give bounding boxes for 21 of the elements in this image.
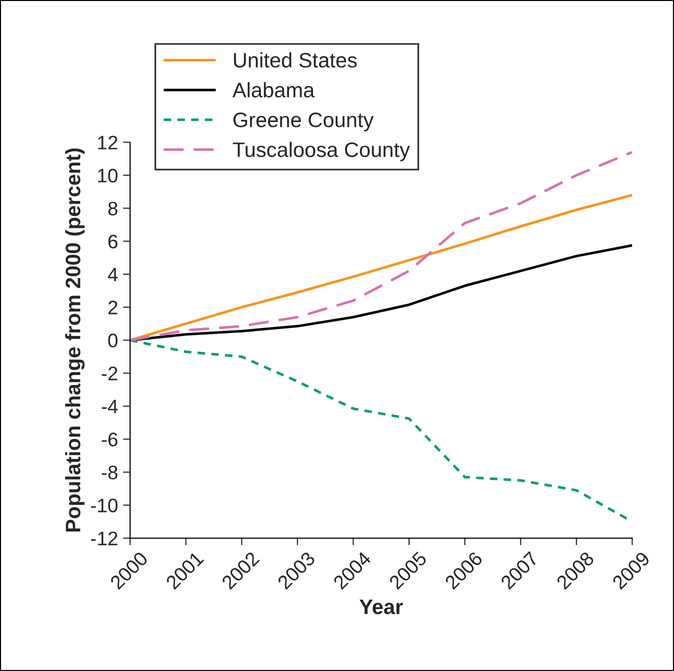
y-tick-label: 10 xyxy=(98,168,118,182)
y-tick-label: -2 xyxy=(102,366,118,380)
y-tick-label: 8 xyxy=(108,202,118,216)
legend-label: Greene County xyxy=(233,112,374,132)
legend-label: Tuscaloosa County xyxy=(232,142,410,162)
y-tick-label: 0 xyxy=(108,334,118,348)
y-tick-label: 6 xyxy=(108,234,118,248)
y-tick-label: -6 xyxy=(102,432,118,446)
x-axis-title: Year xyxy=(359,600,403,614)
y-tick-label: -10 xyxy=(91,498,118,512)
legend-label: Alabama xyxy=(232,82,315,98)
y-tick-label: -12 xyxy=(91,532,118,546)
y-tick-label: -8 xyxy=(102,466,118,480)
y-tick-label: 4 xyxy=(108,268,118,282)
y-axis-title: Population change from 2000 (percent) xyxy=(65,148,85,532)
y-tick-label: -4 xyxy=(102,400,118,414)
legend-label: United States xyxy=(234,52,357,68)
line-series xyxy=(130,194,632,342)
y-tick-label: 2 xyxy=(108,300,118,314)
line-series xyxy=(130,338,632,523)
y-tick-label: 12 xyxy=(98,136,118,150)
